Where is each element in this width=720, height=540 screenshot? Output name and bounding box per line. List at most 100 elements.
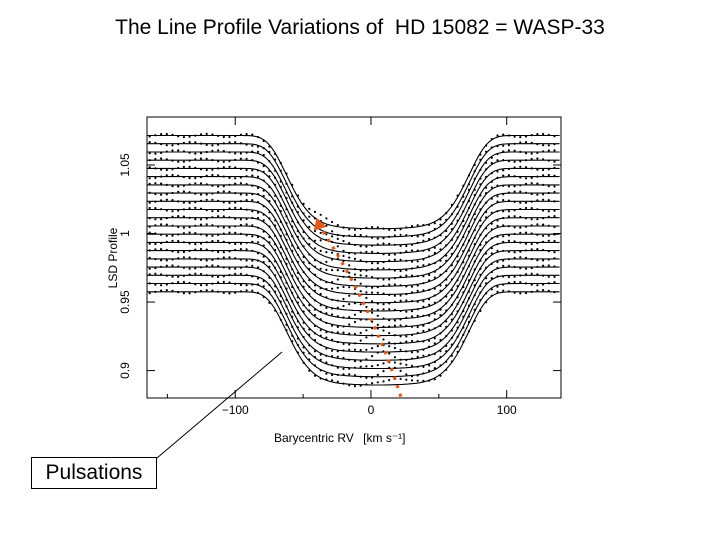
x-tick-label: 0 — [368, 403, 375, 417]
profile-point — [154, 141, 157, 144]
profile-point — [530, 192, 533, 196]
profile-point — [365, 260, 368, 263]
profile-point — [205, 283, 208, 286]
profile-point — [388, 235, 391, 238]
profile-point — [467, 230, 471, 233]
profile-point — [211, 168, 214, 171]
profile-point — [296, 351, 299, 354]
profile-point — [490, 197, 493, 200]
profile-point — [228, 292, 231, 295]
profile-line — [147, 167, 560, 263]
profile-point — [279, 294, 282, 298]
profile-point — [222, 232, 225, 235]
profile-point — [245, 208, 248, 211]
profile-point — [502, 240, 505, 243]
profile-point — [291, 249, 294, 252]
profile-point — [165, 223, 168, 226]
profile-point — [325, 268, 328, 271]
profile-point — [217, 185, 220, 188]
profile-point — [428, 263, 431, 266]
profile-point — [165, 158, 168, 161]
profile-point — [422, 329, 425, 333]
profile-point — [199, 142, 203, 145]
profile-point — [524, 242, 528, 245]
profile-point — [496, 210, 499, 213]
profile-point — [490, 161, 493, 165]
profile-point — [353, 273, 357, 276]
profile-point — [319, 213, 322, 216]
profile-point — [182, 266, 185, 269]
profile-point — [507, 250, 510, 253]
profile-point — [530, 167, 533, 170]
profile-point — [410, 375, 414, 378]
profile-point — [296, 235, 299, 238]
profile-point — [536, 143, 539, 146]
profile-point — [325, 354, 328, 357]
profile-point — [410, 315, 414, 318]
profile-point — [274, 234, 277, 237]
profile-point — [388, 308, 391, 311]
profile-point — [439, 356, 442, 359]
profile-point — [348, 303, 351, 306]
profile-point — [433, 301, 436, 304]
profile-point — [211, 258, 214, 261]
profile-point — [524, 166, 528, 169]
profile-point — [251, 275, 254, 278]
profile-point — [422, 372, 425, 375]
profile-point — [325, 378, 328, 381]
profile-point — [405, 274, 408, 277]
profile-point — [410, 243, 414, 246]
profile-point — [473, 260, 476, 263]
profile-point — [308, 225, 311, 228]
profile-point — [530, 248, 533, 251]
profile-point — [553, 185, 556, 188]
profile-point — [348, 271, 351, 274]
profile-point — [308, 215, 311, 218]
profile-point — [194, 192, 197, 195]
profile-point — [211, 144, 214, 147]
profile-point — [234, 248, 237, 252]
profile-point — [519, 184, 522, 187]
profile-point — [542, 240, 545, 243]
profile-point — [228, 256, 231, 259]
profile-point — [199, 289, 203, 293]
profile-point — [507, 144, 510, 147]
profile-line — [147, 159, 560, 254]
profile-point — [490, 294, 493, 297]
profile-point — [467, 315, 471, 318]
profile-point — [490, 204, 493, 207]
profile-point — [171, 133, 174, 136]
profile-point — [496, 176, 499, 179]
profile-point — [319, 369, 322, 372]
profile-point — [245, 175, 248, 178]
profile-point — [331, 230, 334, 233]
profile-point — [376, 251, 379, 254]
profile-point — [188, 273, 191, 276]
profile-point — [382, 325, 385, 328]
profile-point — [336, 286, 339, 289]
profile-point — [507, 174, 510, 177]
profile-point — [154, 167, 157, 170]
profile-point — [228, 135, 231, 139]
profile-point — [416, 350, 419, 353]
profile-point — [171, 199, 174, 202]
profile-point — [262, 237, 265, 240]
profile-point — [513, 185, 516, 188]
profile-point — [160, 168, 163, 171]
profile-point — [410, 300, 414, 303]
profile-point — [182, 184, 185, 187]
profile-point — [439, 284, 442, 287]
profile-point — [268, 211, 271, 214]
profile-point — [222, 185, 225, 188]
profile-point — [490, 146, 493, 149]
profile-point — [188, 135, 191, 138]
profile-point — [182, 201, 185, 204]
profile-point — [285, 233, 288, 236]
profile-point — [165, 193, 168, 196]
profile-point — [274, 152, 277, 156]
profile-point — [268, 276, 271, 279]
profile-point — [256, 283, 260, 286]
profile-point — [536, 233, 539, 236]
profile-point — [450, 336, 453, 339]
profile-point — [342, 382, 345, 385]
